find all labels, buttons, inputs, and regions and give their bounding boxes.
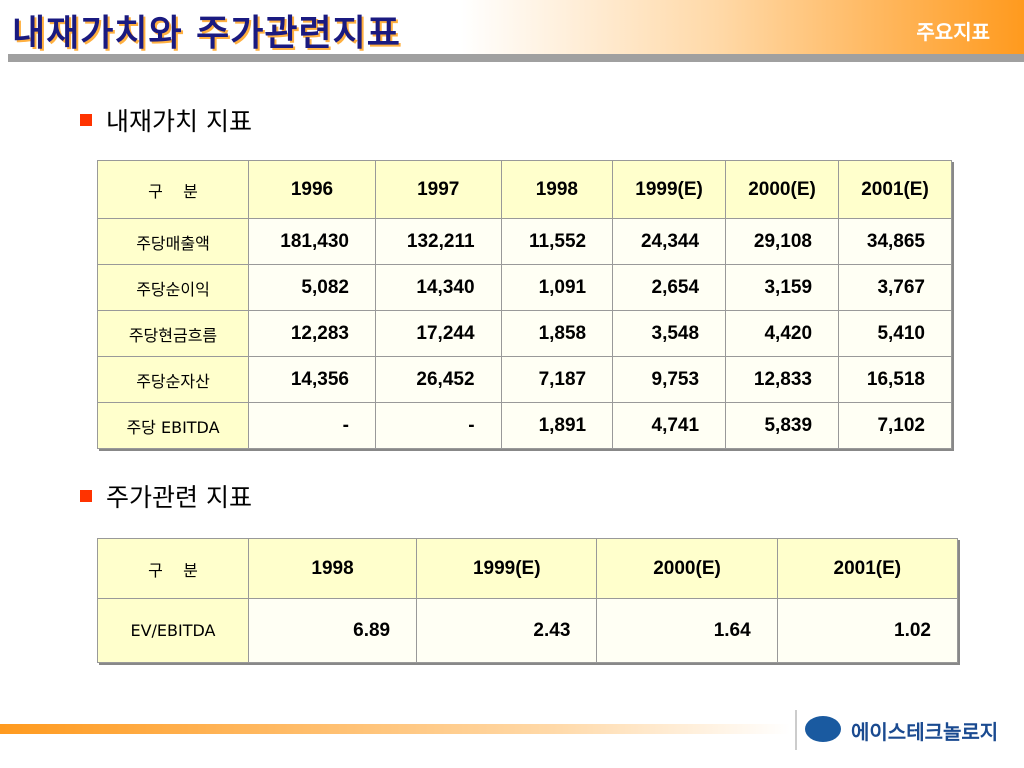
cell: 132,211 [374, 218, 502, 265]
section-heading: 주가관련 지표 [80, 478, 252, 514]
cell: 7,102 [838, 402, 952, 449]
cell: - [248, 402, 376, 449]
cell: 16,518 [838, 356, 952, 403]
table-row: 주당순이익 5,082 14,340 1,091 2,654 3,159 3,767 [97, 264, 952, 311]
table: 구 분 1996 1997 1998 1999(E) 2000(E) 2001(E) 주당매출… [97, 160, 952, 449]
cell: 3,767 [838, 264, 952, 311]
cell: - [374, 402, 502, 449]
cell: 14,356 [248, 356, 376, 403]
header-cell: 1997 [374, 160, 502, 219]
table-row: 주당매출액 181,430 132,211 11,552 24,344 29,108 34,… [97, 218, 952, 265]
cell: 2,654 [612, 264, 727, 311]
table: 구 분 1998 1999(E) 2000(E) 2001(E) EV/EBITDA 6.8… [97, 538, 959, 663]
cell: 17,244 [374, 310, 502, 357]
cell: 1.64 [596, 598, 778, 663]
row-label: 주당순이익 [97, 264, 249, 311]
header-cell: 2001(E) [838, 160, 952, 219]
bullet [80, 490, 92, 502]
cell: 14,340 [374, 264, 502, 311]
cell: 24,344 [612, 218, 727, 265]
header-cell: 2000(E) [725, 160, 840, 219]
header-bar [0, 0, 1024, 54]
logo-mark [805, 716, 841, 742]
cell: 1,091 [500, 264, 614, 311]
cell: 4,420 [725, 310, 840, 357]
table-row: 주당현금흐름 12,283 17,244 1,858 3,548 4,420 5,410 [97, 310, 952, 357]
cell: 7,187 [500, 356, 614, 403]
header-cell: 1999(E) [416, 538, 598, 599]
header-row: 구 분 1998 1999(E) 2000(E) 2001(E) [97, 538, 959, 599]
heading-text: 내재가치 지표 [106, 107, 252, 136]
section-heading: 내재가치 지표 [80, 102, 252, 138]
header-cell: 1998 [247, 538, 418, 599]
row-label: 주당 EBITDA [97, 402, 249, 449]
row-label: EV/EBITDA [97, 598, 249, 663]
cell: 5,082 [248, 264, 376, 311]
cell: 3,548 [612, 310, 727, 357]
cell: 26,452 [374, 356, 502, 403]
cell: 5,839 [725, 402, 840, 449]
header-row: 구 분 1996 1997 1998 1999(E) 2000(E) 2001(E) [97, 160, 952, 219]
table-row: 주당순자산 14,356 26,452 7,187 9,753 12,833 16,518 [97, 356, 952, 403]
footer-rule [0, 724, 790, 734]
cell: 1,858 [500, 310, 614, 357]
row-label: 주당매출액 [97, 218, 249, 265]
cell: 34,865 [838, 218, 952, 265]
slide-title: 내재가치와 주가관련지표 [12, 13, 401, 54]
bullet [80, 114, 92, 126]
cell: 12,833 [725, 356, 840, 403]
cell: 12,283 [248, 310, 376, 357]
logo-text: 에이스테크놀로지 [851, 720, 999, 744]
cell: 9,753 [612, 356, 727, 403]
header-cell: 1996 [248, 160, 376, 219]
cell: 1.02 [776, 598, 959, 663]
header-cell: 2001(E) [776, 538, 959, 599]
logo: 에이스테크놀로지 [795, 710, 1019, 750]
cell: 2.43 [416, 598, 598, 663]
row-label: 주당현금흐름 [97, 310, 249, 357]
table-row: EV/EBITDA 6.89 2.43 1.64 1.02 [97, 598, 959, 663]
row-label: 주당순자산 [97, 356, 249, 403]
header-cell: 1998 [500, 160, 614, 219]
cell: 6.89 [247, 598, 418, 663]
header-rule [8, 54, 1024, 62]
cell: 1,891 [500, 402, 614, 449]
cell: 5,410 [838, 310, 952, 357]
cell: 3,159 [725, 264, 840, 311]
header-cell: 구 분 [97, 538, 249, 599]
header-cell: 2000(E) [596, 538, 778, 599]
header-cell: 구 분 [97, 160, 249, 219]
cell: 4,741 [612, 402, 727, 449]
cell: 29,108 [725, 218, 840, 265]
cell: 181,430 [248, 218, 376, 265]
cell: 11,552 [500, 218, 614, 265]
heading-text: 주가관련 지표 [106, 483, 252, 512]
table-row: 주당 EBITDA - -1,891 4,741 5,839 7,102 [97, 402, 952, 449]
section-tag: 주요지표 [916, 20, 990, 44]
header-cell: 1999(E) [612, 160, 727, 219]
